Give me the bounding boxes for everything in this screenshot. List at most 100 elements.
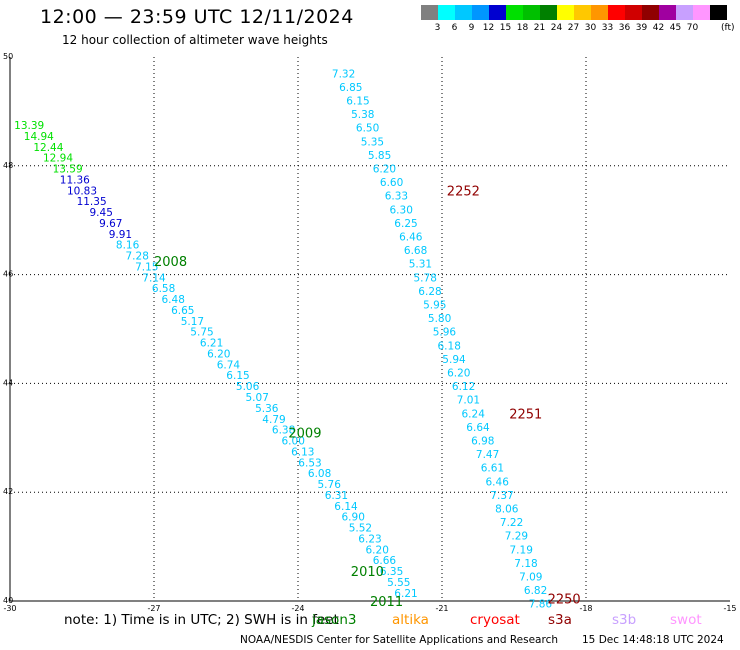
x-tick-label: -21 <box>435 604 448 613</box>
swh-data-point: 5.80 <box>428 313 451 325</box>
scale-tick-label: 12 <box>482 23 495 33</box>
scale-swatch <box>710 5 727 20</box>
swh-data-point: 6.33 <box>385 191 408 203</box>
swh-data-point: 6.30 <box>390 204 413 216</box>
swh-data-point: 7.86 <box>529 599 553 611</box>
y-tick-label: 50 <box>3 52 13 61</box>
swh-data-point: 5.76 <box>318 479 342 491</box>
scale-swatch <box>642 5 659 20</box>
pass-time-label: 2252 <box>447 184 480 199</box>
swh-data-point: 5.96 <box>433 327 457 339</box>
scale-swatch <box>472 5 489 20</box>
swh-data-point: 6.24 <box>462 408 486 420</box>
swh-data-point: 6.38 <box>272 425 295 437</box>
swh-data-point: 12.44 <box>33 142 63 154</box>
y-tick-label: 42 <box>3 487 13 496</box>
scale-tick-label: 15 <box>499 23 512 33</box>
swh-data-point: 6.12 <box>452 381 475 393</box>
swh-data-point: 5.38 <box>351 109 374 121</box>
scale-swatch <box>625 5 642 20</box>
swh-data-point: 6.18 <box>438 340 461 352</box>
swh-data-point: 11.35 <box>77 196 107 208</box>
scale-swatch <box>523 5 540 20</box>
swh-data-point: 5.06 <box>236 381 260 393</box>
scale-swatch <box>455 5 472 20</box>
scale-tick-label: 3 <box>434 23 441 33</box>
scale-tick-label: 70 <box>686 23 699 33</box>
scale-swatch <box>557 5 574 20</box>
scale-tick-label: 6 <box>451 23 458 33</box>
swh-data-point: 6.00 <box>282 436 305 448</box>
pass-time-label: 2009 <box>288 426 321 441</box>
satellite-legend-item: swot <box>670 612 702 628</box>
scale-tick-label: 45 <box>669 23 682 33</box>
swh-data-point: 6.85 <box>339 82 362 94</box>
scale-tick-label: 27 <box>567 23 580 33</box>
scale-swatch <box>591 5 608 20</box>
swh-data-point: 6.46 <box>399 232 423 244</box>
swh-data-point: 7.37 <box>490 490 513 502</box>
scale-swatch <box>438 5 455 20</box>
scale-swatch <box>506 5 523 20</box>
pass-time-label: 2251 <box>509 407 542 422</box>
swh-data-point: 10.83 <box>67 185 97 197</box>
swh-data-point: 13.39 <box>14 120 44 132</box>
swh-data-point: 6.98 <box>471 436 494 448</box>
swh-data-point: 5.85 <box>368 150 391 162</box>
swh-data-point: 5.35 <box>361 136 384 148</box>
satellite-legend-item: s3b <box>612 612 637 628</box>
swh-data-point: 9.91 <box>109 229 132 241</box>
scale-swatch <box>676 5 693 20</box>
swh-data-point: 6.53 <box>298 457 321 469</box>
scale-swatch <box>608 5 625 20</box>
swh-data-point: 6.31 <box>325 490 348 502</box>
swh-data-point: 6.90 <box>342 512 365 524</box>
swh-data-point: 5.55 <box>387 577 410 589</box>
scale-tick-label: 18 <box>516 23 529 33</box>
swh-data-point: 12.94 <box>43 153 73 165</box>
swh-data-point: 7.01 <box>457 395 480 407</box>
swh-data-point: 6.64 <box>466 422 490 434</box>
chart-subtitle: 12 hour collection of altimeter wave hei… <box>62 33 328 47</box>
x-tick-label: -27 <box>147 604 160 613</box>
swh-data-point: 6.50 <box>356 123 379 135</box>
scale-tick-label: 36 <box>618 23 631 33</box>
scale-swatch <box>659 5 676 20</box>
swh-data-point: 6.82 <box>524 585 547 597</box>
swh-data-point: 6.61 <box>481 463 504 475</box>
swh-data-point: 7.19 <box>510 544 533 556</box>
swh-data-point: 5.36 <box>255 403 279 415</box>
swh-data-point: 5.75 <box>190 327 213 339</box>
scale-swatch <box>421 5 438 20</box>
swh-data-point: 6.68 <box>404 245 427 257</box>
y-tick-label: 46 <box>3 270 13 279</box>
swh-data-point: 7.47 <box>476 449 499 461</box>
pass-time-label: 2250 <box>548 592 581 607</box>
satellite-legend-item: cryosat <box>470 612 520 628</box>
generated-timestamp: 15 Dec 14:48:18 UTC 2024 <box>582 634 724 646</box>
swh-data-point: 6.74 <box>217 359 241 371</box>
swh-data-point: 9.45 <box>90 207 113 219</box>
y-tick-label: 48 <box>3 161 13 170</box>
scale-tick-label: 30 <box>584 23 597 33</box>
swh-data-point: 7.22 <box>500 517 523 529</box>
swh-data-point: 6.35 <box>380 566 403 578</box>
swh-data-point: 5.07 <box>246 392 269 404</box>
swh-data-point: 6.20 <box>447 368 470 380</box>
chart-title: 12:00 — 23:59 UTC 12/11/2024 <box>40 6 354 28</box>
scale-tick-label: 9 <box>468 23 475 33</box>
swh-data-point: 6.48 <box>162 294 185 306</box>
swh-data-point: 6.21 <box>200 338 223 350</box>
scale-swatch <box>574 5 591 20</box>
swh-data-point: 6.21 <box>394 588 417 600</box>
pass-time-label: 2008 <box>154 255 187 270</box>
swh-data-point: 6.20 <box>373 164 396 176</box>
swh-data-point: 7.28 <box>126 251 149 263</box>
swh-data-point: 4.79 <box>262 414 285 426</box>
x-tick-label: -15 <box>723 604 736 613</box>
swh-data-point: 7.15 <box>135 261 158 273</box>
scale-tick-label: 24 <box>550 23 563 33</box>
swh-data-point: 5.17 <box>181 316 204 328</box>
x-tick-label: -24 <box>291 604 304 613</box>
satellite-legend-item: jason3 <box>312 612 357 628</box>
